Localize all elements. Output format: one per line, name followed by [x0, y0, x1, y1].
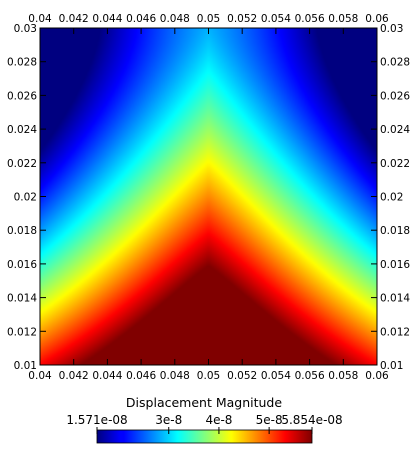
y-axis-right: 0.01 0.012 0.014 0.016 0.018 0.02 0.022 0.024 0.…	[371, 23, 410, 372]
colorbar-label: 1.571e-08	[66, 413, 127, 427]
heatmap-image	[40, 28, 377, 365]
y-tick-label-left: 0.012	[7, 326, 37, 338]
colorbar-label: 3e-8	[155, 413, 182, 427]
y-tick-label-right: 0.03	[380, 23, 403, 35]
y-tick-label-right: 0.012	[380, 326, 410, 338]
y-tick-label-right: 0.016	[380, 259, 410, 271]
colorbar: Displacement Magnitude 1.571e-08 3e-8 4e-8…	[66, 395, 343, 444]
y-tick-label-right: 0.01	[380, 360, 403, 372]
colorbar-labels: 1.571e-08 3e-8 4e-8 5e-85.854e-08	[66, 413, 342, 427]
x-tick-label-bottom: 0.042	[59, 370, 89, 382]
colorbar-ticks	[96, 427, 313, 434]
colorbar-label: 5.854e-08	[281, 413, 342, 427]
x-tick-label-top: 0.042	[59, 13, 89, 25]
y-tick-label-left: 0.018	[7, 225, 37, 237]
y-tick-label-left: 0.02	[14, 192, 37, 204]
y-tick-label-left: 0.024	[7, 124, 37, 136]
y-tick-label-left: 0.03	[14, 23, 37, 35]
y-tick-label-right: 0.02	[380, 192, 403, 204]
colorbar-gradient	[96, 429, 313, 444]
x-tick-label-top: 0.046	[126, 13, 156, 25]
x-tick-label-bottom: 0.058	[328, 370, 358, 382]
y-tick-label-left: 0.01	[14, 360, 37, 372]
x-tick-label-bottom: 0.052	[227, 370, 257, 382]
x-tick-label-bottom: 0.054	[261, 370, 291, 382]
y-tick-label-left: 0.022	[7, 158, 37, 170]
x-tick-label-top: 0.054	[261, 13, 291, 25]
y-tick-label-left: 0.026	[7, 90, 37, 102]
x-axis-bottom: 0.04 0.042 0.044 0.046 0.048 0.05 0.052 0.054 0.…	[28, 359, 389, 382]
x-tick-label-bottom: 0.048	[160, 370, 190, 382]
x-tick-label-top: 0.04	[28, 13, 52, 25]
y-tick-label-left: 0.028	[7, 57, 37, 69]
x-tick-label-bottom: 0.05	[197, 370, 220, 382]
y-tick-label-right: 0.022	[380, 158, 410, 170]
x-tick-label-bottom: 0.056	[295, 370, 325, 382]
y-tick-label-left: 0.016	[7, 259, 37, 271]
y-tick-label-right: 0.026	[380, 90, 410, 102]
y-tick-label-left: 0.014	[7, 293, 37, 305]
x-tick-label-top: 0.05	[197, 13, 220, 25]
x-tick-label-top: 0.06	[365, 13, 389, 25]
x-tick-label-bottom: 0.044	[92, 370, 122, 382]
x-tick-label-top: 0.058	[328, 13, 358, 25]
x-tick-label-bottom: 0.046	[126, 370, 156, 382]
y-axis-left: 0.01 0.012 0.014 0.016 0.018 0.02 0.022 0.024 0.…	[7, 23, 46, 372]
colorbar-title: Displacement Magnitude	[126, 395, 282, 410]
heatmap-area	[39, 27, 378, 366]
y-tick-label-right: 0.018	[380, 225, 410, 237]
x-tick-label-bottom: 0.06	[365, 370, 389, 382]
y-tick-label-right: 0.024	[380, 124, 410, 136]
y-tick-label-right: 0.028	[380, 57, 410, 69]
x-axis-top: 0.04 0.042 0.044 0.046 0.048 0.05 0.052 0.054 0.…	[28, 13, 389, 34]
x-tick-label-top: 0.048	[160, 13, 190, 25]
y-tick-label-right: 0.014	[380, 293, 410, 305]
x-tick-label-bottom: 0.04	[28, 370, 52, 382]
x-tick-label-top: 0.056	[295, 13, 325, 25]
colorbar-label: 5e-8	[256, 413, 283, 427]
x-tick-label-top: 0.044	[92, 13, 122, 25]
colorbar-label: 4e-8	[205, 413, 232, 427]
x-tick-label-top: 0.052	[227, 13, 257, 25]
